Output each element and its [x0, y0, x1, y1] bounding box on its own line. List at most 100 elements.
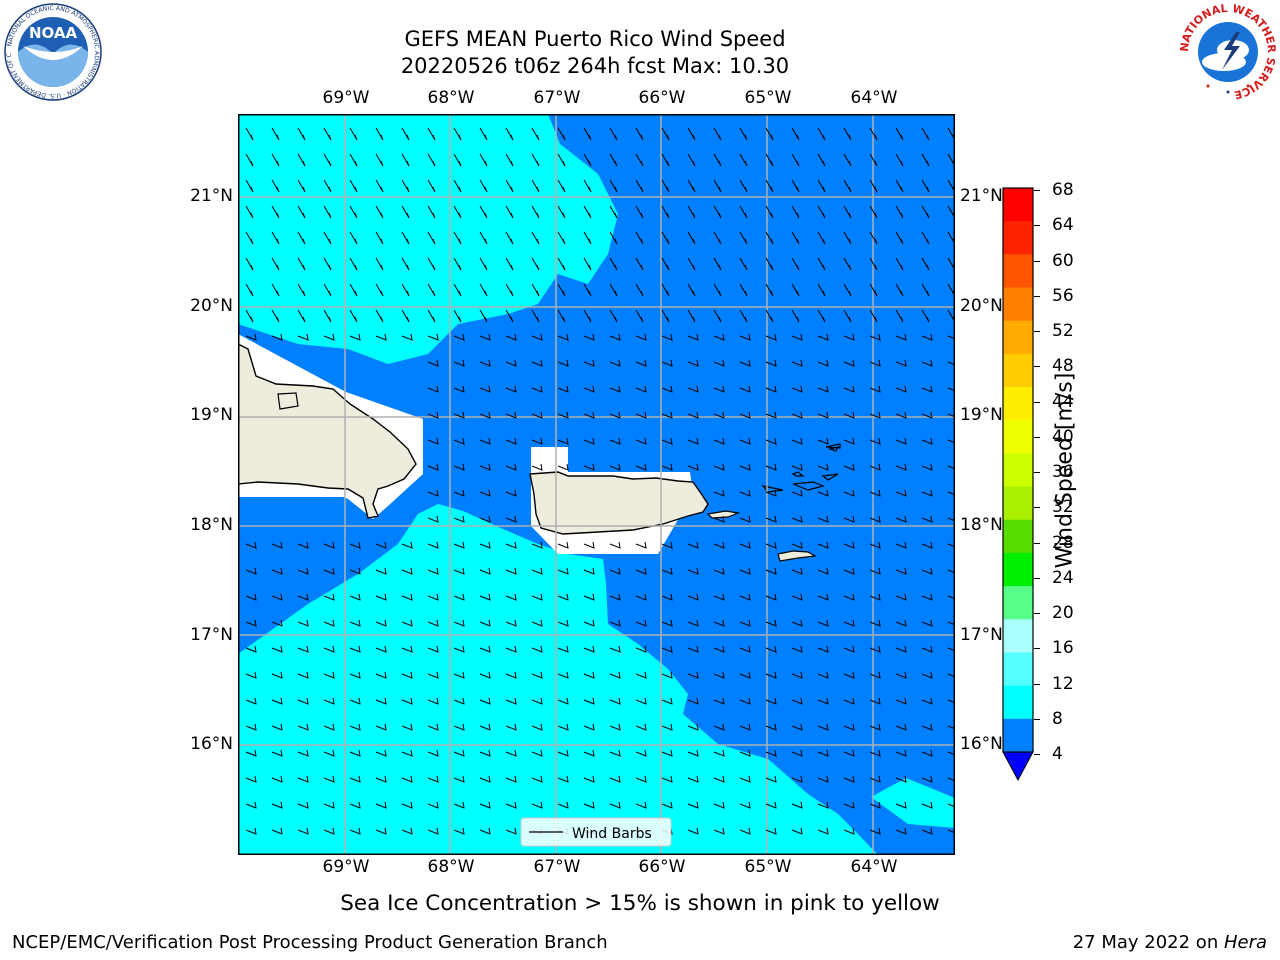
- wind-barb: [245, 619, 257, 627]
- wind-barb: [843, 827, 855, 835]
- wind-barb: [895, 179, 904, 193]
- wind-barb: [791, 827, 803, 835]
- wind-barb: [895, 801, 907, 809]
- wind-barb: [817, 697, 829, 705]
- wind-barb: [245, 593, 257, 601]
- wind-barb: [531, 749, 543, 757]
- wind-barb: [427, 723, 439, 731]
- right-lat-label: 17°N: [960, 625, 1003, 645]
- wind-barb: [609, 541, 621, 549]
- wind-barb: [453, 489, 465, 497]
- wind-barb: [505, 567, 517, 575]
- bottom-lon-label: 65°W: [744, 857, 792, 877]
- wind-barb: [895, 775, 907, 783]
- wind-barb: [687, 801, 699, 809]
- wind-barb: [427, 671, 439, 679]
- wind-barb: [479, 411, 491, 419]
- wind-barb: [271, 257, 280, 271]
- wind-barb: [921, 749, 933, 757]
- wind-barb: [947, 829, 954, 833]
- wind-barb: [401, 723, 413, 731]
- bottom-lon-label: 67°W: [533, 857, 581, 877]
- wind-barb: [921, 463, 933, 471]
- wind-barb: [791, 127, 800, 141]
- wind-barb: [401, 827, 413, 835]
- wind-barb: [687, 671, 699, 679]
- wind-barb: [843, 333, 855, 341]
- wind-barb: [375, 619, 387, 627]
- wind-barb: [583, 671, 595, 679]
- wind-barb: [661, 257, 670, 271]
- map-title: GEFS MEAN Puerto Rico Wind Speed: [404, 27, 786, 51]
- wind-barb: [375, 645, 387, 653]
- wind-barb: [349, 283, 358, 297]
- wind-barb: [375, 333, 387, 341]
- wind-barb: [531, 127, 540, 141]
- wind-barb: [947, 569, 954, 573]
- wind-barb: [427, 257, 436, 271]
- wind-barb: [349, 541, 361, 549]
- wind-barb: [557, 283, 566, 297]
- wind-barb: [245, 775, 257, 783]
- wind-barb: [583, 411, 595, 419]
- wind-barb: [323, 567, 335, 575]
- wind-barb: [583, 463, 595, 471]
- top-lon-label: 66°W: [638, 88, 686, 108]
- colorbar-cell: [1003, 221, 1033, 255]
- wind-barb: [479, 697, 491, 705]
- wind-barb: [271, 671, 283, 679]
- wind-barb: [531, 179, 540, 193]
- wind-barb: [505, 697, 517, 705]
- wind-barb: [583, 697, 595, 705]
- wind-barb: [531, 593, 543, 601]
- wind-barb: [921, 205, 930, 219]
- wind-barb: [609, 619, 621, 627]
- wind-barb: [271, 749, 283, 757]
- wind-barb: [401, 775, 413, 783]
- wind-barb: [531, 567, 543, 575]
- wind-barb: [869, 309, 878, 323]
- wind-barb: [869, 723, 881, 731]
- wind-barb: [869, 801, 881, 809]
- wind-barb: [921, 619, 933, 627]
- wind-barb: [401, 257, 410, 271]
- wind-barb: [531, 411, 543, 419]
- colorbar-cell: [1003, 353, 1033, 388]
- wind-barb: [453, 179, 462, 193]
- wind-barb: [609, 671, 621, 679]
- wind-barb: [687, 333, 699, 341]
- wind-barb: [479, 567, 491, 575]
- wind-barb: [583, 385, 595, 393]
- wind-barb: [427, 411, 439, 419]
- wind-barb: [791, 567, 803, 575]
- wind-barb: [531, 309, 540, 323]
- wind-barb: [557, 333, 569, 341]
- wind-barb: [271, 127, 280, 141]
- wind-barb: [505, 489, 517, 497]
- wind-barb: [843, 309, 852, 323]
- wind-barb: [271, 179, 280, 193]
- wind-barb: [765, 359, 777, 367]
- wind-barb: [921, 179, 930, 193]
- wind-barb: [375, 205, 384, 219]
- wind-barb: [895, 749, 907, 757]
- wind-barb: [947, 439, 954, 443]
- wind-barb: [817, 359, 829, 367]
- wind-barb: [947, 543, 954, 547]
- wind-barb: [349, 333, 361, 341]
- wind-barb: [453, 697, 465, 705]
- wind-barb: [609, 437, 621, 445]
- wind-barb: [349, 801, 361, 809]
- wind-barb: [921, 671, 933, 679]
- wind-barb: [921, 801, 933, 809]
- wind-barb: [765, 775, 777, 783]
- wind-barb: [557, 309, 566, 323]
- wind-barb: [817, 489, 829, 497]
- wind-barb: [453, 205, 462, 219]
- wind-barb: [895, 593, 907, 601]
- wind-barb: [401, 127, 410, 141]
- wind-barb: [427, 489, 439, 497]
- wind-barb: [869, 671, 881, 679]
- wind-barb: [817, 231, 826, 245]
- wind-barb: [687, 723, 699, 731]
